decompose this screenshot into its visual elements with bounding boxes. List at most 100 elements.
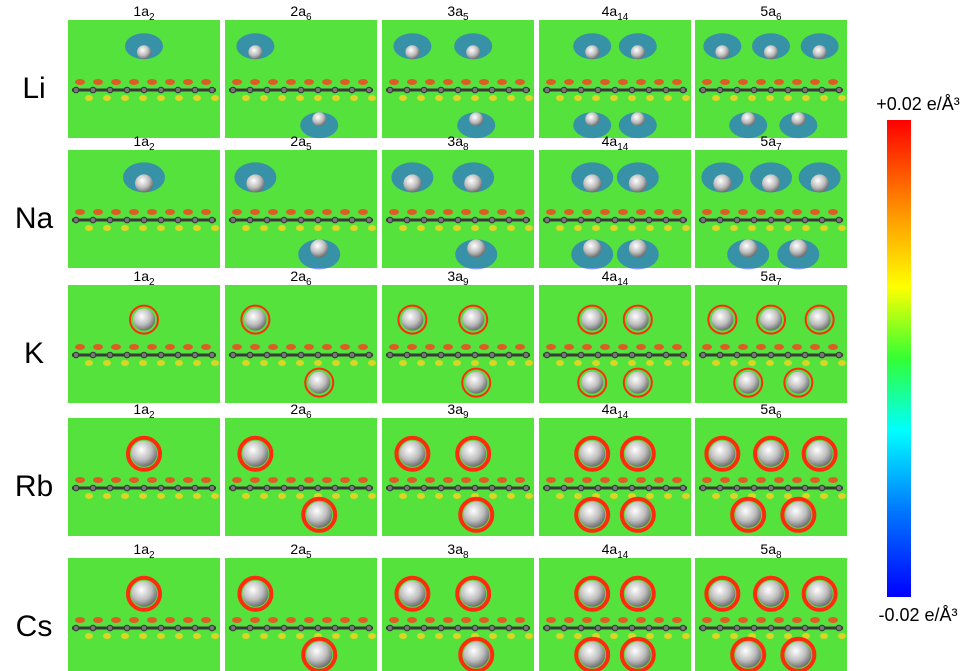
carbon-atom <box>331 351 339 359</box>
density-lobe <box>443 617 453 623</box>
density-lobe <box>165 344 175 350</box>
panel-label-subscript: 14 <box>617 410 629 421</box>
density-lobe <box>546 209 556 215</box>
panel-label-main: 3a <box>447 3 463 19</box>
carbon-atom <box>577 484 585 492</box>
density-lobe <box>712 95 720 101</box>
metal-atom <box>624 580 651 607</box>
density-lobe <box>646 225 654 231</box>
density-ring <box>801 435 838 472</box>
carbon-atom <box>420 484 428 492</box>
density-lobe <box>75 617 85 623</box>
density-lobe <box>489 360 497 366</box>
carbon-atom <box>454 624 462 632</box>
carbon-atom <box>437 624 445 632</box>
panel-label-subscript: 8 <box>776 550 782 561</box>
density-lobe <box>157 493 165 499</box>
density-lobe <box>618 617 628 623</box>
carbon-atom <box>750 484 758 492</box>
metal-atom <box>758 580 784 607</box>
density-ring <box>619 496 656 533</box>
metal-atom <box>308 371 331 394</box>
density-lobe <box>435 360 443 366</box>
metal-atom <box>628 174 647 193</box>
density-lobe <box>564 477 574 483</box>
density-lobe <box>417 95 425 101</box>
density-lobe <box>165 79 175 85</box>
density-lobe <box>286 209 296 215</box>
density-lobe <box>417 360 425 366</box>
carbon-atom <box>72 484 80 492</box>
carbon-atom <box>471 624 479 632</box>
metal-atom <box>312 112 327 127</box>
density-lobe <box>425 477 435 483</box>
density-lobe <box>479 617 489 623</box>
panel-label-subscript: 2 <box>149 12 155 23</box>
carbon-atom <box>157 216 165 224</box>
density-lobe <box>756 477 766 483</box>
density-lobe <box>278 95 286 101</box>
density-lobe <box>546 79 556 85</box>
carbon-atom <box>208 624 216 632</box>
density-lobe <box>766 95 774 101</box>
carbon-atom <box>191 351 199 359</box>
density-ring <box>730 496 767 533</box>
carbon-atom <box>835 624 843 632</box>
density-lobe <box>147 209 157 215</box>
carbon-atom <box>522 484 530 492</box>
carbon-atom <box>72 624 80 632</box>
carbon-atom <box>818 351 826 359</box>
panel-label: 2a6 <box>290 3 312 23</box>
density-lobe <box>183 79 193 85</box>
density-map <box>539 285 691 403</box>
density-lobe <box>93 209 103 215</box>
density-lobe <box>85 95 93 101</box>
density-lobe <box>193 360 201 366</box>
density-lobe <box>489 225 497 231</box>
density-lobe <box>296 360 304 366</box>
density-lobe <box>628 95 636 101</box>
density-lobe <box>702 617 712 623</box>
density-lobe <box>435 493 443 499</box>
metal-atom <box>713 174 732 193</box>
density-lobe <box>85 633 93 639</box>
panel-label: 5a6 <box>760 3 782 23</box>
density-lobe <box>201 617 211 623</box>
density-lobe <box>792 209 802 215</box>
density-lobe <box>340 79 350 85</box>
density-lobe <box>664 360 672 366</box>
density-lobe <box>232 344 242 350</box>
density-lobe <box>389 477 399 483</box>
density-lobe <box>784 360 792 366</box>
panel-label-main: 4a <box>602 541 618 557</box>
metal-atom <box>401 308 424 331</box>
density-lobe <box>802 95 810 101</box>
carbon-atom <box>331 216 339 224</box>
carbon-atom <box>331 624 339 632</box>
density-map <box>68 418 220 536</box>
carbon-atom <box>89 86 97 94</box>
density-lobe <box>546 617 556 623</box>
carbon-atom <box>645 216 653 224</box>
density-lobe <box>730 95 738 101</box>
density-lobe <box>592 225 600 231</box>
density-lobe <box>399 95 407 101</box>
density-lobe <box>702 79 712 85</box>
carbon-atom <box>699 624 707 632</box>
carbon-atom <box>594 216 602 224</box>
density-lobe <box>147 617 157 623</box>
density-lobe <box>332 633 340 639</box>
density-lobe <box>682 633 690 639</box>
carbon-atom <box>348 351 356 359</box>
density-lobe <box>828 344 838 350</box>
density-lobe <box>268 209 278 215</box>
density-lobe <box>75 477 85 483</box>
density-lobe <box>802 493 810 499</box>
density-lobe <box>296 493 304 499</box>
carbon-atom <box>594 86 602 94</box>
density-lobe <box>322 344 332 350</box>
density-lobe <box>600 79 610 85</box>
density-lobe <box>332 95 340 101</box>
density-lobe <box>720 344 730 350</box>
density-lobe <box>183 617 193 623</box>
